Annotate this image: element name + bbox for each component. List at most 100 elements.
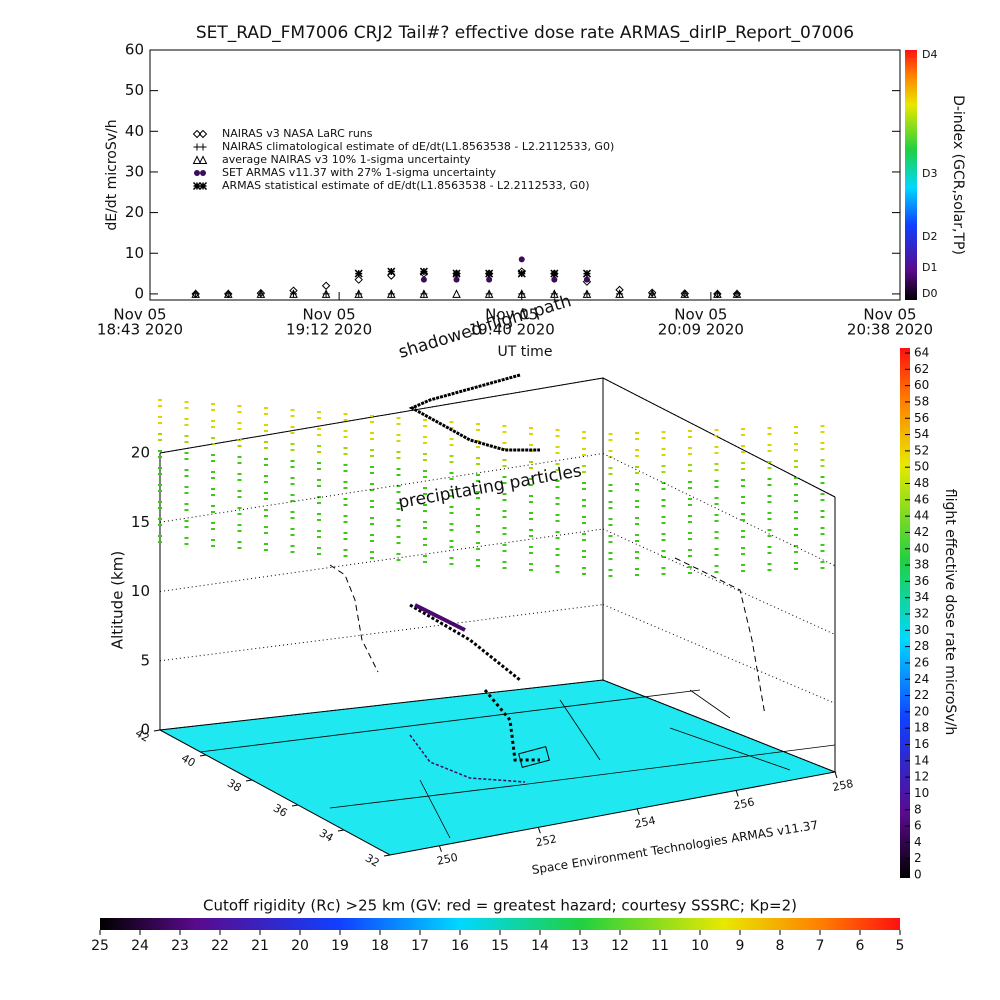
data-point bbox=[387, 267, 396, 276]
data-point bbox=[713, 290, 721, 298]
x-tick-label: 18:43 2020 bbox=[97, 321, 183, 339]
y-tick bbox=[245, 779, 253, 782]
z-tick-label: 15 bbox=[131, 513, 150, 531]
data-point bbox=[518, 256, 525, 263]
data-point bbox=[289, 290, 297, 298]
legend-label: ARMAS statistical estimate of dE/dt(L1.8… bbox=[222, 179, 589, 192]
x-tick-label: 252 bbox=[535, 832, 558, 849]
x-tick-label: Nov 05 bbox=[863, 306, 916, 324]
y-tick-label: 50 bbox=[125, 81, 144, 99]
y-tick bbox=[383, 854, 391, 857]
colorbar-tick-label: D3 bbox=[922, 167, 937, 180]
data-point bbox=[322, 290, 330, 298]
colorbar-tick-label: 15 bbox=[491, 938, 509, 954]
colorbar-tick-label: 18 bbox=[914, 721, 929, 735]
data-point bbox=[582, 269, 591, 278]
particle-field bbox=[158, 399, 825, 577]
colorbar-tick-label: 14 bbox=[531, 938, 549, 954]
colorbar-tick-label: 36 bbox=[914, 574, 929, 588]
colorbar-tick-label: D1 bbox=[922, 261, 937, 274]
annotation: precipitating particles bbox=[397, 461, 584, 513]
x-tick bbox=[636, 808, 640, 816]
y-tick-label: 0 bbox=[134, 284, 144, 302]
data-point bbox=[420, 276, 427, 283]
colorbar-tick-label: 26 bbox=[914, 655, 929, 669]
x-tick bbox=[735, 790, 739, 797]
y-tick-label: 36 bbox=[271, 801, 290, 819]
y-tick-label: 30 bbox=[125, 162, 144, 180]
y-tick-label: 60 bbox=[125, 41, 144, 59]
data-point bbox=[551, 276, 558, 283]
z-tick-label: 5 bbox=[140, 651, 150, 669]
chart-title: SET_RAD_FM7006 CRJ2 Tail#? effective dos… bbox=[196, 23, 854, 43]
x-tick-label: 19:12 2020 bbox=[286, 321, 372, 339]
colorbar-tick-label: D4 bbox=[922, 48, 937, 61]
data-point bbox=[486, 276, 493, 283]
y-tick bbox=[199, 754, 207, 757]
x-tick-label: 254 bbox=[633, 814, 656, 831]
data-point bbox=[387, 290, 395, 298]
colorbar-tick-label: 12 bbox=[611, 938, 629, 954]
y-tick-label: 34 bbox=[317, 826, 336, 844]
data-point bbox=[583, 290, 591, 298]
colorbar-tick-label: 54 bbox=[914, 427, 929, 441]
x-tick bbox=[438, 845, 442, 852]
data-point bbox=[453, 276, 460, 283]
annotation: Space Environment Technologies ARMAS v11… bbox=[531, 818, 819, 877]
data-point bbox=[354, 269, 363, 278]
colorbar-tick-label: 11 bbox=[651, 938, 669, 954]
z-axis-label: Altitude (km) bbox=[109, 551, 127, 649]
y-tick-label: 32 bbox=[363, 851, 382, 869]
data-point bbox=[191, 289, 200, 298]
colorbar-tick-label: 16 bbox=[914, 737, 929, 751]
grid-line bbox=[159, 453, 604, 523]
x-tick-label: 19:40 2020 bbox=[469, 321, 555, 339]
colorbar-tick-label: 0 bbox=[914, 868, 922, 882]
x-tick-label: Nov 05 bbox=[485, 306, 538, 324]
x-tick-label: Nov 05 bbox=[303, 306, 356, 324]
data-point bbox=[321, 281, 331, 290]
data-point bbox=[419, 289, 429, 298]
data-point bbox=[681, 290, 689, 298]
legend-label: SET ARMAS v11.37 with 27% 1-sigma uncert… bbox=[222, 166, 496, 179]
legend-label: average NAIRAS v3 10% 1-sigma uncertaint… bbox=[222, 153, 471, 166]
data-point bbox=[484, 289, 494, 298]
data-point bbox=[713, 289, 722, 298]
colorbar-tick-label: 22 bbox=[211, 938, 229, 954]
data-point bbox=[224, 290, 232, 298]
data-point bbox=[355, 290, 363, 298]
colorbar-tick-label: 40 bbox=[914, 541, 929, 555]
data-point bbox=[192, 181, 202, 191]
data-point bbox=[517, 289, 527, 298]
colorbar-tick-label: 24 bbox=[914, 672, 929, 686]
colorbar-label: D-index (GCR,solar,TP) bbox=[950, 95, 966, 255]
data-point bbox=[452, 269, 461, 278]
x-tick-label: 256 bbox=[732, 795, 755, 812]
colorbar-tick-label: 24 bbox=[131, 938, 149, 954]
data-point bbox=[550, 290, 558, 298]
data-point bbox=[550, 289, 559, 298]
z-tick-label: 20 bbox=[131, 444, 150, 462]
data-point bbox=[647, 289, 657, 298]
colorbar-tick-label: 18 bbox=[371, 938, 389, 954]
colorbar-tick-label: 52 bbox=[914, 443, 929, 457]
y-tick bbox=[291, 804, 299, 807]
d-index-colorbar bbox=[905, 50, 917, 300]
colorbar-tick-label: 22 bbox=[914, 688, 929, 702]
colorbar-tick-label: 50 bbox=[914, 460, 929, 474]
flight-path bbox=[329, 373, 766, 783]
colorbar-tick-label: 19 bbox=[331, 938, 349, 954]
data-point bbox=[199, 143, 207, 151]
grid-line bbox=[602, 528, 836, 635]
colorbar-title: Cutoff rigidity (Rc) >25 km (GV: red = g… bbox=[203, 897, 797, 915]
data-point bbox=[616, 290, 624, 298]
colorbar-tick-label: 7 bbox=[816, 938, 825, 954]
x-tick-label: 250 bbox=[436, 851, 459, 868]
legend-label: NAIRAS v3 NASA LaRC runs bbox=[222, 127, 373, 140]
colorbar-tick-label: 9 bbox=[736, 938, 745, 954]
colorbar-tick-label: 62 bbox=[914, 362, 929, 376]
data-point bbox=[192, 155, 202, 164]
x-tick-label: 20:38 2020 bbox=[847, 321, 933, 339]
colorbar-tick-label: 6 bbox=[914, 819, 922, 833]
